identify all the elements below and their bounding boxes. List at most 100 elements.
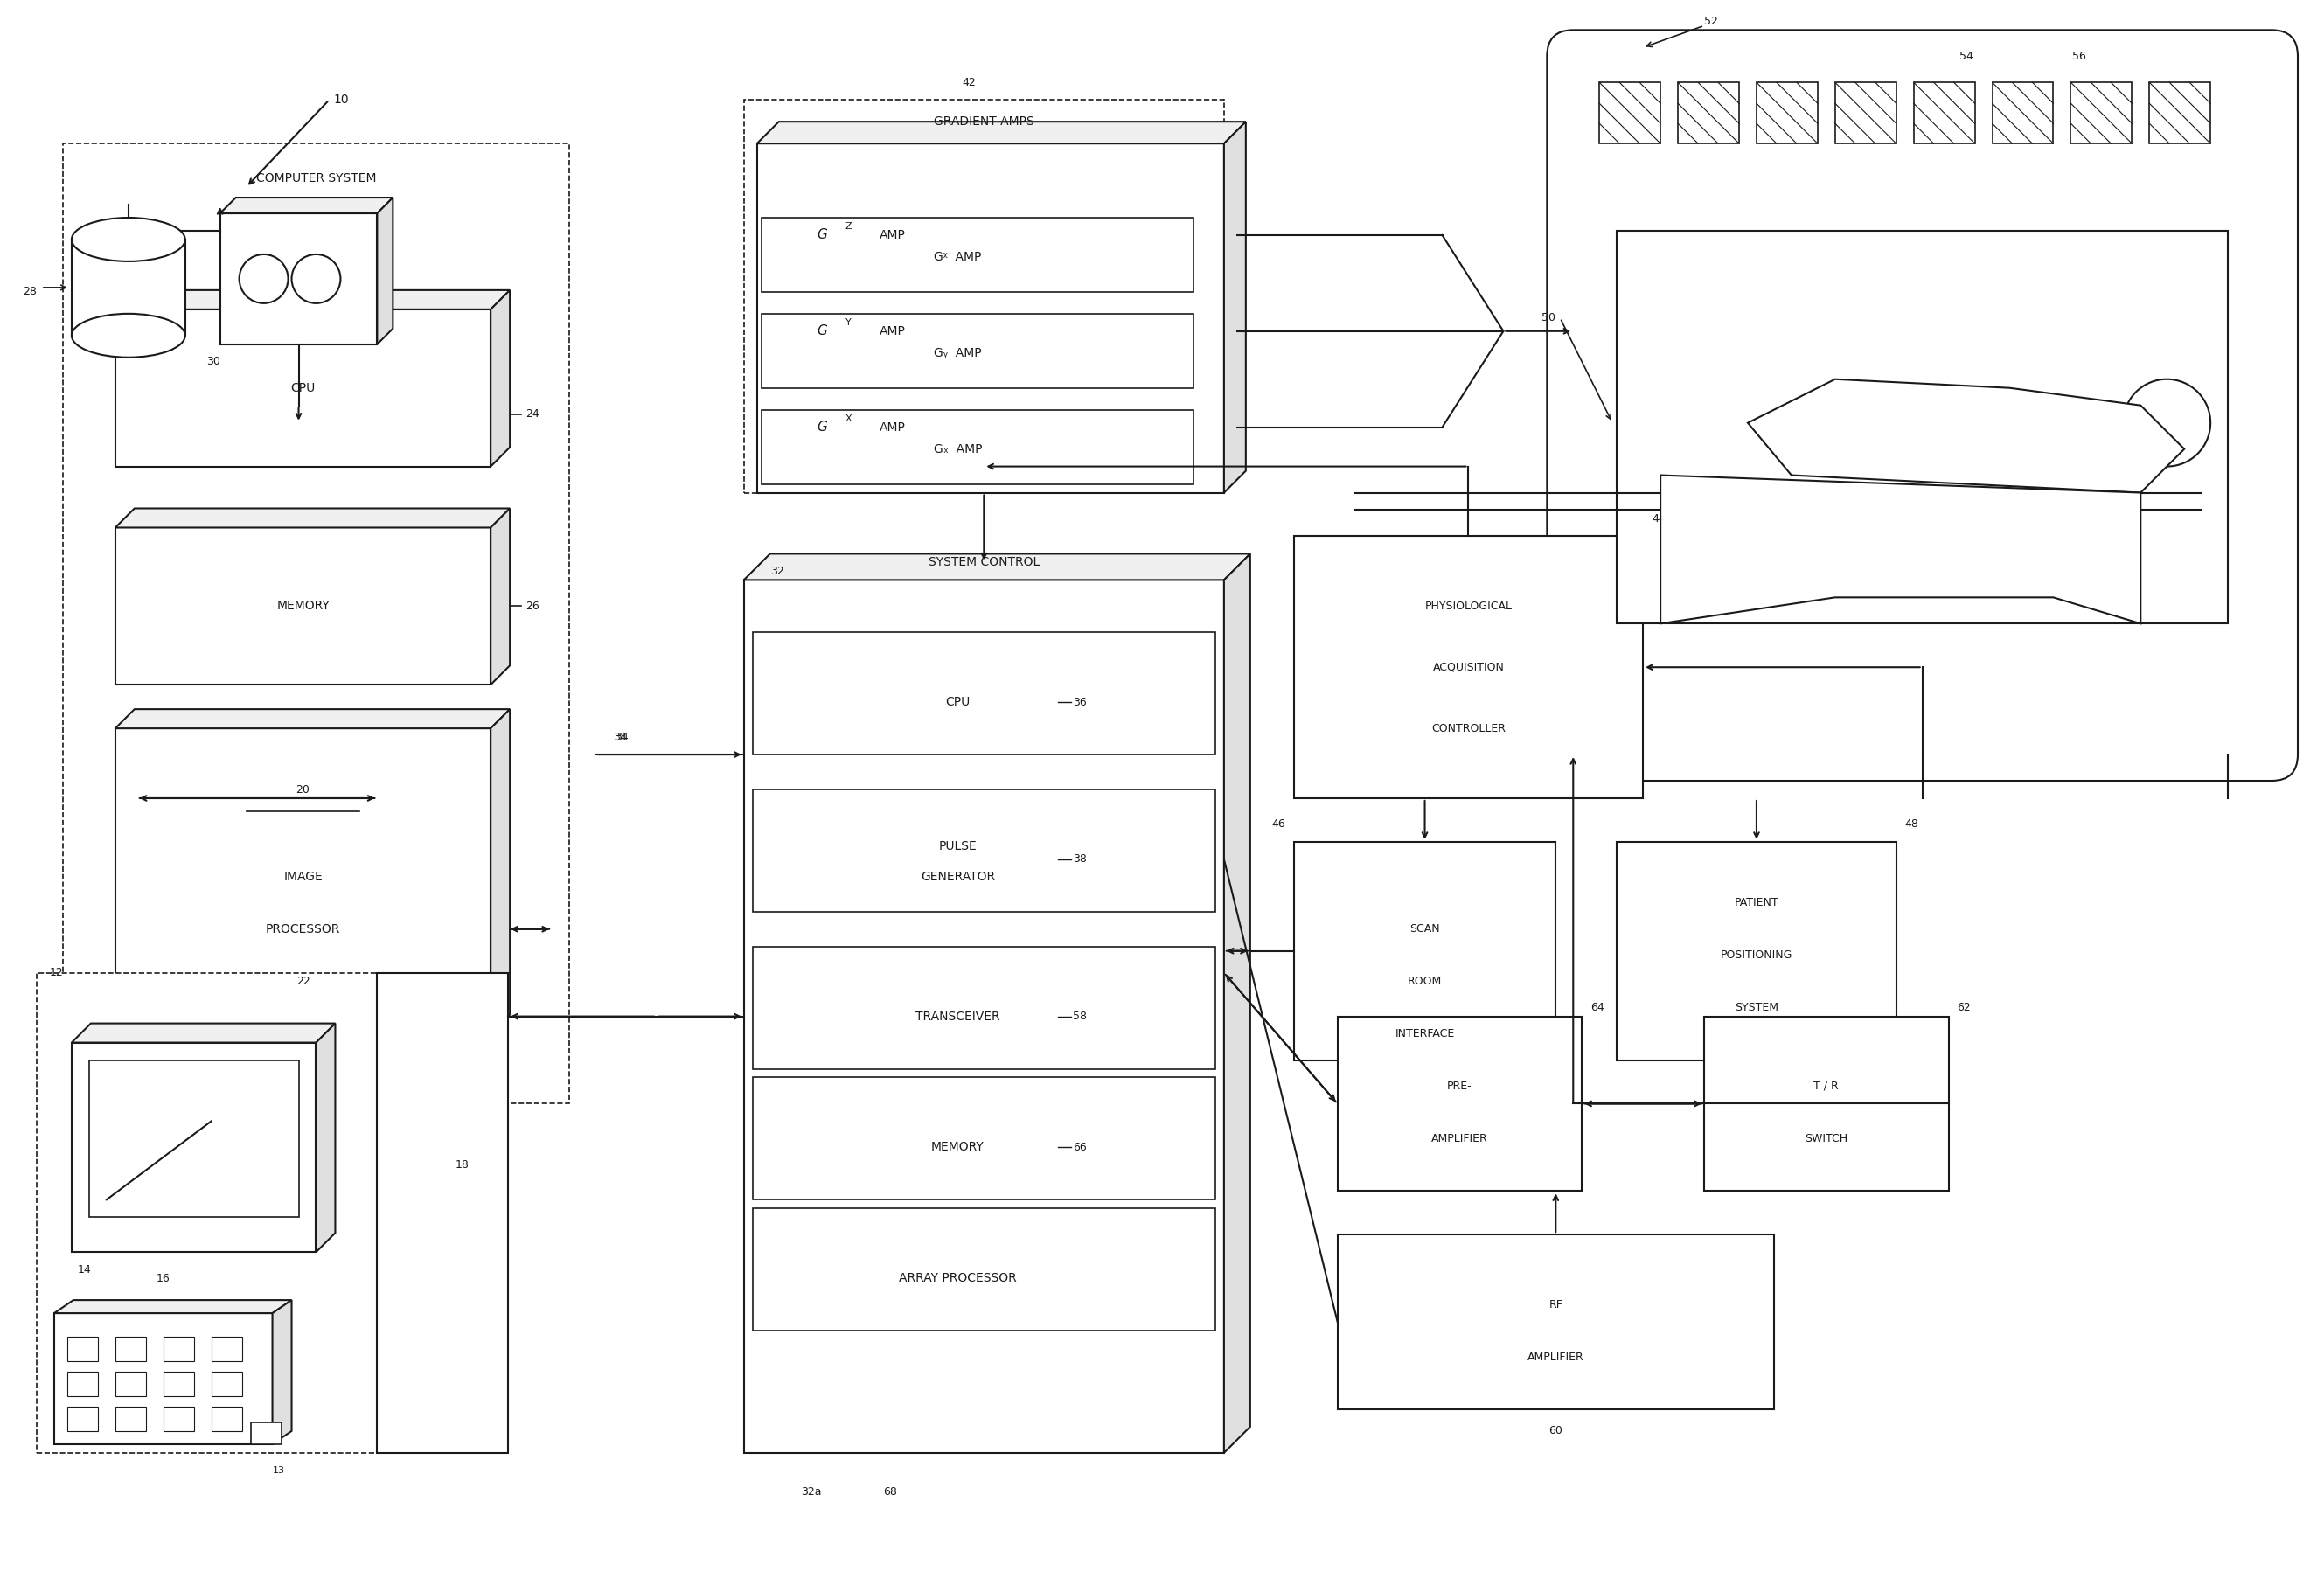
Polygon shape (1748, 379, 2185, 493)
Text: MEMORY: MEMORY (932, 1141, 985, 1154)
Text: AMP: AMP (878, 228, 906, 241)
Text: RF: RF (1548, 1298, 1562, 1311)
Polygon shape (272, 1300, 290, 1444)
Bar (53, 1314, 272, 1444)
Bar (72, 239, 186, 336)
Text: AMP: AMP (878, 325, 906, 338)
Text: 36: 36 (1074, 696, 1088, 708)
Bar (753, 1078, 1215, 1200)
Text: T / R: T / R (1813, 1081, 1838, 1092)
Polygon shape (53, 1300, 291, 1314)
Bar (1757, 82, 1817, 144)
Bar (1836, 82, 1896, 144)
Text: 16: 16 (156, 1273, 170, 1284)
Text: AMP: AMP (878, 422, 906, 433)
Bar (762, 314, 1195, 388)
Circle shape (2124, 379, 2210, 466)
Polygon shape (744, 553, 1250, 580)
Bar (762, 411, 1195, 483)
Text: 58: 58 (1074, 1011, 1088, 1022)
Text: GENERATOR: GENERATOR (920, 870, 995, 883)
Bar (116, 729, 490, 1033)
Polygon shape (1659, 476, 2140, 623)
Text: 26: 26 (525, 601, 539, 612)
Text: PHYSIOLOGICAL: PHYSIOLOGICAL (1425, 601, 1513, 612)
Text: 64: 64 (1590, 1002, 1604, 1013)
Bar (211, 1371, 242, 1396)
Text: CONTROLLER: CONTROLLER (1432, 723, 1506, 734)
Bar (67, 1336, 98, 1362)
Bar (116, 528, 490, 685)
Text: 52: 52 (1703, 16, 1717, 27)
Polygon shape (376, 198, 393, 344)
Polygon shape (1225, 122, 1246, 493)
Text: 24: 24 (525, 409, 539, 420)
Text: 38: 38 (1074, 854, 1088, 865)
Circle shape (239, 254, 288, 303)
Text: X: X (846, 414, 853, 423)
Text: SCAN: SCAN (1411, 924, 1441, 935)
Text: 68: 68 (883, 1487, 897, 1498)
Text: 46: 46 (1271, 819, 1285, 831)
Polygon shape (72, 1024, 335, 1043)
Text: 56: 56 (2073, 51, 2087, 62)
Text: PATIENT: PATIENT (1734, 897, 1778, 908)
Bar (762, 217, 1195, 292)
Polygon shape (490, 509, 509, 685)
Bar (163, 1406, 193, 1431)
Text: PROCESSOR: PROCESSOR (265, 922, 339, 935)
Text: 66: 66 (1074, 1141, 1088, 1152)
Text: IMAGE: IMAGE (284, 870, 323, 883)
Text: AMPLIFIER: AMPLIFIER (1527, 1350, 1585, 1363)
Text: Gₓ  AMP: Gₓ AMP (934, 442, 983, 455)
Polygon shape (116, 290, 509, 309)
Text: 22: 22 (295, 976, 309, 987)
Bar (744, 580, 1225, 1453)
Bar (67, 1406, 98, 1431)
Bar (163, 1371, 193, 1396)
Bar (211, 1406, 242, 1431)
Text: G: G (818, 325, 827, 338)
Text: 62: 62 (1957, 1002, 1971, 1013)
Bar (1618, 231, 2229, 623)
Bar (753, 1208, 1215, 1331)
Bar (1339, 1016, 1583, 1190)
Bar (116, 1406, 146, 1431)
Text: CPU: CPU (946, 696, 969, 708)
Text: PULSE: PULSE (939, 840, 976, 853)
Text: Z: Z (846, 222, 853, 231)
Bar (753, 946, 1215, 1068)
Text: PRE-: PRE- (1448, 1081, 1471, 1092)
Bar (376, 973, 509, 1453)
Text: 18: 18 (456, 1159, 469, 1170)
Text: INTERFACE: INTERFACE (1394, 1029, 1455, 1040)
Bar (1599, 82, 1659, 144)
Bar (211, 1336, 242, 1362)
Text: Y: Y (846, 319, 851, 327)
Polygon shape (490, 290, 509, 466)
Text: 13: 13 (272, 1466, 284, 1474)
Text: 20: 20 (295, 783, 309, 796)
Text: 10: 10 (335, 94, 349, 106)
Text: POSITIONING: POSITIONING (1720, 949, 1792, 961)
Bar (2150, 82, 2210, 144)
Text: AMPLIFIER: AMPLIFIER (1432, 1133, 1487, 1144)
Text: G: G (818, 420, 827, 434)
Text: 60: 60 (1548, 1425, 1562, 1436)
Bar (753, 789, 1215, 911)
Text: TRANSCEIVER: TRANSCEIVER (916, 1010, 999, 1022)
Text: COMPUTER SYSTEM: COMPUTER SYSTEM (256, 173, 376, 184)
Bar (753, 632, 1215, 754)
Bar (72, 1043, 316, 1252)
FancyBboxPatch shape (1548, 30, 2298, 781)
Bar (1618, 842, 1896, 1060)
Bar (221, 214, 376, 344)
Text: ARRAY PROCESSOR: ARRAY PROCESSOR (899, 1273, 1016, 1284)
Ellipse shape (72, 314, 186, 357)
Text: ROOM: ROOM (1408, 976, 1441, 987)
Bar (116, 309, 490, 466)
Bar (744, 100, 1225, 493)
Bar (1678, 82, 1738, 144)
Text: 44: 44 (1652, 514, 1666, 525)
Polygon shape (116, 708, 509, 729)
